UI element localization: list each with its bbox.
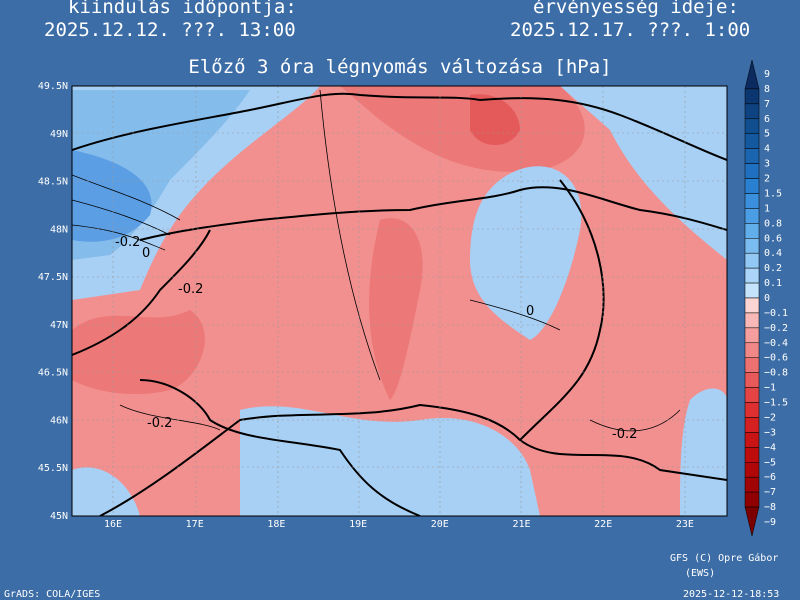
software: GrADS: COLA/IGES: [4, 589, 100, 600]
colorbar-label: −9: [764, 517, 776, 528]
title: Előző 3 óra légnyomás változása [hPa]: [188, 56, 611, 78]
contour-label: 0: [142, 246, 150, 261]
colorbar-label: 5: [764, 129, 770, 140]
colorbar-label: 9: [764, 69, 770, 80]
lon-label: 21E: [512, 519, 530, 530]
colorbar-label: −0.8: [764, 368, 788, 379]
colorbar-label: −0.2: [764, 323, 788, 334]
lat-label: 46N: [50, 415, 68, 426]
colorbar-label: 3: [764, 159, 770, 170]
colorbar-label: −0.1: [764, 308, 788, 319]
contour-label: -0.2: [612, 427, 637, 442]
valid-time: 2025.12.17. ???. 1:00: [510, 19, 750, 41]
colorbar-label: 1: [764, 203, 770, 214]
colorbar-swatch: [744, 297, 760, 314]
lon-axis: 16E 17E 18E 19E 20E 21E 22E 23E: [104, 519, 694, 530]
lon-label: 22E: [594, 519, 612, 530]
colorbar-label: −0.4: [764, 338, 788, 349]
run-label: kiindulás időpontja:: [68, 0, 297, 18]
colorbar-swatch: [744, 402, 760, 418]
colorbar-label: −6: [764, 472, 776, 483]
lon-label: 23E: [676, 519, 694, 530]
colorbar-swatch: [744, 372, 760, 388]
colorbar-swatch: [744, 193, 760, 209]
lat-label: 48.5N: [38, 177, 68, 188]
colorbar-label: −1: [764, 383, 776, 394]
colorbar-label: 0.4: [764, 248, 782, 259]
lon-label: 19E: [349, 519, 367, 530]
colorbar-swatch: [744, 357, 760, 373]
colorbar-swatch: [744, 462, 760, 478]
run-time: 2025.12.12. ???. 13:00: [44, 19, 296, 41]
colorbar-swatch: [744, 417, 760, 433]
contour-label: -0.2: [115, 235, 140, 250]
colorbar-swatch: [744, 476, 760, 493]
colorbar-label: −7: [764, 487, 776, 498]
colorbar-label: 1.5: [764, 188, 782, 199]
lat-label: 49.5N: [38, 81, 68, 92]
colorbar-label: 0: [764, 293, 770, 304]
colorbar-swatch: [744, 118, 760, 134]
colorbar-swatch: [744, 342, 760, 358]
valid-label: érvényesség ideje:: [533, 0, 739, 18]
lat-label: 45.5N: [38, 463, 68, 474]
colorbar-label: 0.8: [764, 218, 782, 229]
lat-label: 46.5N: [38, 368, 68, 379]
lat-label: 48N: [50, 224, 68, 235]
colorbar-swatch: [744, 178, 760, 194]
map: -0.2 0 -0.2 0 -0.2 -0.2: [71, 85, 728, 517]
colorbar-label: 8: [764, 84, 770, 95]
colorbar-label: 0.2: [764, 263, 782, 274]
lat-label: 45N: [50, 511, 68, 522]
credit: GFS (C) Opre Gábor: [670, 552, 778, 564]
colorbar-swatch: [744, 133, 760, 149]
colorbar-label: 0.6: [764, 233, 782, 244]
lat-label: 47N: [50, 320, 68, 331]
colorbar-swatch: [744, 491, 760, 508]
colorbar-swatch: [744, 103, 760, 120]
colorbar-swatch: [744, 387, 760, 403]
lat-label: 49N: [50, 129, 68, 140]
colorbar-swatch: [744, 327, 760, 344]
lon-label: 18E: [267, 519, 285, 530]
colorbar-swatch: [744, 208, 760, 224]
colorbar-label: 7: [764, 99, 770, 110]
colorbar-swatch: [744, 238, 760, 254]
lon-label: 17E: [186, 519, 204, 530]
lat-label: 47.5N: [38, 272, 68, 283]
colorbar-label: −1.5: [764, 398, 788, 409]
lon-label: 16E: [104, 519, 122, 530]
colorbar-swatch: [744, 252, 760, 269]
colorbar-swatch: [744, 506, 760, 537]
colorbar-swatch: [744, 267, 760, 284]
colorbar-label: 4: [764, 144, 770, 155]
colorbar-label: −3: [764, 427, 776, 438]
colorbar-swatch: [744, 432, 760, 448]
colorbar-label: 2: [764, 174, 770, 185]
colorbar-swatch: [744, 282, 760, 299]
contour-label: 0: [526, 304, 534, 319]
colorbar-swatch: [744, 312, 760, 329]
colorbar-label: −2: [764, 412, 776, 423]
colorbar-swatch: [744, 148, 760, 164]
lat-axis: 49.5N 49N 48.5N 48N 47.5N 47N 46.5N 46N 45.5N 45N: [38, 81, 68, 522]
credit-sub: (EWS): [685, 568, 715, 579]
contour-label: -0.2: [178, 282, 203, 297]
colorbar-swatch: [744, 447, 760, 463]
colorbar-label: −8: [764, 502, 776, 513]
timestamp: 2025-12-12-18:53: [683, 589, 779, 600]
contour-label: -0.2: [147, 416, 172, 431]
colorbar-label: −4: [764, 442, 776, 453]
colorbar: 9 8 7 6 5 4 3 2 1.5 1 0.8 0.6 0.4 0.2 0.1 0 −0.1 −0.2 −0.4…: [744, 59, 788, 537]
colorbar-swatch: [744, 59, 760, 90]
colorbar-label: −5: [764, 457, 776, 468]
colorbar-label: −0.6: [764, 353, 788, 364]
colorbar-swatch: [744, 223, 760, 239]
colorbar-swatch: [744, 163, 760, 179]
colorbar-label: 6: [764, 114, 770, 125]
colorbar-swatch: [744, 88, 760, 105]
lon-label: 20E: [431, 519, 449, 530]
colorbar-label: 0.1: [764, 278, 782, 289]
